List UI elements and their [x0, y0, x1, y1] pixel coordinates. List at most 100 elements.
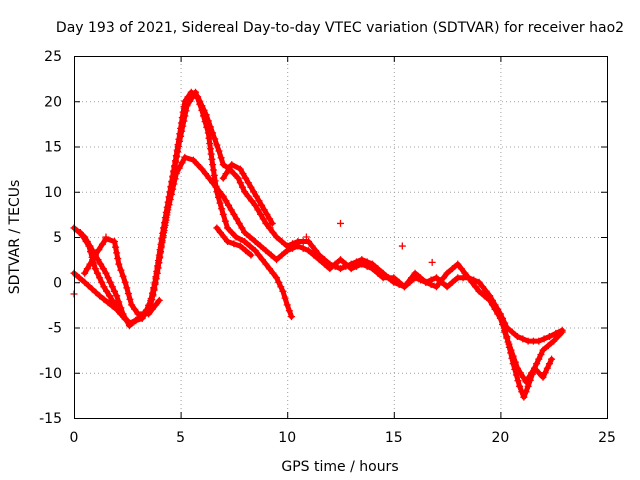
data-point-marker	[88, 285, 96, 293]
data-point-marker	[194, 161, 202, 169]
data-point-marker	[84, 282, 92, 290]
data-point-marker	[108, 283, 116, 291]
y-tick-label: 0	[53, 275, 62, 291]
data-point-marker	[239, 170, 247, 178]
x-tick-label: 10	[278, 430, 296, 446]
data-point-marker	[205, 134, 213, 142]
data-point-marker	[486, 292, 494, 300]
data-point-marker	[159, 234, 167, 242]
data-point-marker	[154, 264, 162, 272]
x-tick-label: 5	[176, 430, 185, 446]
data-point-marker	[189, 93, 197, 101]
data-point-marker	[151, 280, 159, 288]
data-point-marker	[99, 265, 107, 273]
data-point-marker	[219, 161, 227, 169]
data-point-marker	[507, 346, 515, 354]
data-point-marker	[416, 274, 424, 282]
data-point-marker	[145, 310, 153, 318]
data-point-marker	[181, 112, 189, 120]
data-point-marker	[234, 174, 242, 182]
data-point-marker	[363, 258, 371, 266]
data-point-marker	[176, 137, 184, 145]
data-point-marker	[535, 337, 543, 345]
data-point-marker	[251, 247, 259, 255]
data-point-marker	[224, 238, 232, 246]
data-point-marker	[265, 265, 273, 273]
data-point-marker	[119, 272, 127, 280]
data-point-marker	[169, 174, 177, 182]
data-point-marker	[236, 242, 244, 250]
data-point-marker	[305, 247, 313, 255]
data-point-marker	[305, 238, 313, 246]
data-point-marker	[148, 296, 156, 304]
data-point-marker	[189, 156, 197, 164]
data-point-marker	[513, 333, 521, 341]
data-point-marker	[244, 179, 252, 187]
data-point-marker	[100, 283, 108, 291]
data-point-marker	[400, 283, 408, 291]
data-point-marker	[436, 278, 444, 286]
data-point-marker	[106, 278, 114, 286]
data-point-marker	[178, 127, 186, 135]
data-point-marker	[235, 219, 243, 227]
data-point-marker	[121, 314, 129, 322]
y-tick-label: 25	[44, 49, 62, 65]
data-point-marker	[148, 305, 156, 313]
data-point-marker	[211, 177, 219, 185]
data-point-marker	[150, 285, 158, 293]
y-tick-label: 10	[44, 185, 62, 201]
data-point-marker	[287, 313, 295, 321]
data-point-marker	[198, 106, 206, 114]
series-line-trace-a	[71, 154, 565, 400]
data-point-marker	[174, 148, 182, 156]
data-point-marker	[213, 188, 221, 196]
x-tick-label: 0	[70, 430, 79, 446]
data-point-marker	[269, 269, 277, 277]
data-point-marker	[209, 166, 217, 174]
data-series-group	[70, 88, 566, 401]
data-point-marker	[81, 269, 89, 277]
data-point-marker	[337, 256, 344, 264]
data-point-marker	[227, 206, 235, 214]
data-point-marker	[283, 242, 291, 250]
data-point-marker	[509, 352, 517, 360]
y-tick-label: 5	[53, 230, 62, 246]
data-point-marker	[432, 274, 440, 282]
data-point-marker	[308, 242, 316, 250]
data-point-marker	[289, 240, 297, 248]
data-point-marker	[533, 360, 541, 368]
data-point-marker	[114, 254, 122, 262]
data-point-marker	[479, 283, 487, 291]
data-point-marker	[117, 266, 125, 274]
data-point-marker	[537, 351, 545, 359]
data-point-marker	[171, 163, 179, 171]
data-point-marker	[160, 228, 168, 236]
data-point-marker	[503, 334, 511, 342]
data-point-marker	[326, 260, 334, 268]
data-point-marker	[552, 329, 560, 337]
data-point-marker	[157, 244, 165, 252]
data-point-marker	[83, 265, 91, 273]
data-point-marker	[496, 310, 504, 318]
x-tick-label: 15	[385, 430, 403, 446]
data-point-marker	[207, 150, 215, 158]
data-point-marker	[165, 199, 173, 207]
x-tick-label: 20	[491, 430, 509, 446]
data-point-marker	[257, 210, 265, 218]
data-point-marker	[241, 188, 249, 196]
data-point-marker	[550, 337, 558, 345]
data-point-marker	[111, 287, 119, 295]
data-point-marker	[112, 243, 120, 251]
data-point-marker	[178, 159, 186, 167]
data-point-marker	[102, 269, 110, 277]
data-point-marker	[206, 139, 214, 147]
data-point-marker	[111, 238, 119, 246]
data-point-marker	[337, 265, 344, 273]
data-point-marker	[75, 274, 83, 282]
data-point-marker	[81, 278, 89, 286]
data-point-marker	[216, 228, 224, 236]
data-point-marker	[315, 251, 323, 259]
data-point-marker	[544, 342, 552, 350]
data-point-marker	[514, 377, 522, 385]
data-point-marker	[219, 210, 227, 218]
